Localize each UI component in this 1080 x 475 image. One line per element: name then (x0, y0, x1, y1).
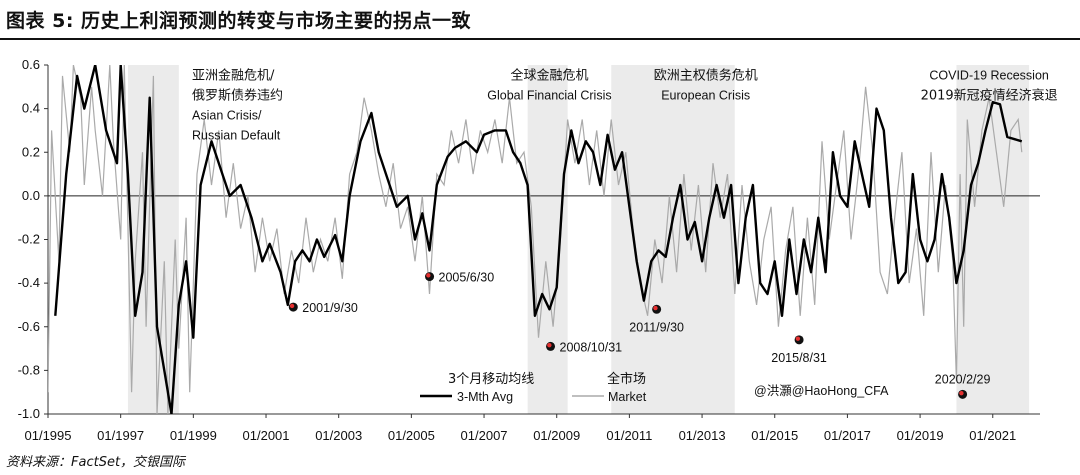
turning-point-label: 2020/2/29 (935, 372, 991, 386)
avg-line (54, 65, 1023, 414)
period-label-line: Asian Crisis/ (192, 108, 262, 122)
x-tick-label: 01/2021 (969, 428, 1016, 443)
period-label-line: 2019新冠疫情经济衰退 (921, 87, 1058, 103)
turning-points: 2001/9/30 2005/6/30 2008/10/31 2011/9/30 201… (288, 271, 991, 399)
y-tick-label: 0.0 (22, 188, 40, 203)
shaded-period-3 (956, 65, 1030, 414)
y-tick-label: -0.4 (18, 275, 40, 290)
x-tick-label: 01/1995 (25, 428, 72, 443)
period-label-line: 亚洲金融危机/ (192, 67, 275, 83)
title-rule (0, 38, 1080, 40)
turning-point-highlight (653, 305, 658, 311)
turning-point-highlight (289, 303, 295, 309)
turning-point-highlight (426, 273, 431, 278)
legend-market-cn: 全市场 (607, 371, 646, 387)
x-tick-label: 01/2017 (824, 428, 871, 443)
period-label-line: COVID-19 Recession (929, 68, 1049, 82)
period-label-line: 俄罗斯债券违约 (192, 87, 283, 103)
x-tick-label: 01/2003 (315, 428, 362, 443)
chart-title: 图表 5: 历史上利润预测的转变与市场主要的拐点一致 (6, 10, 472, 32)
line-chart: 0.6 0.4 0.2 0.0 -0.2 -0.4 -0.6 -0.8 -1.0 01/1995 0… (18, 57, 1058, 443)
y-tick-label: 0.6 (22, 57, 40, 72)
axes: 0.6 0.4 0.2 0.0 -0.2 -0.4 -0.6 -0.8 -1.0 01/1995 0… (18, 57, 1040, 443)
x-tick-label: 01/2007 (461, 428, 508, 443)
legend-market-label: Market (608, 390, 647, 404)
y-tick-label: -0.2 (18, 232, 40, 247)
x-tick-label: 01/2013 (679, 428, 726, 443)
x-tick-label: 01/2009 (533, 428, 580, 443)
y-tick-label: -1.0 (18, 406, 40, 421)
y-tick-label: 0.4 (22, 101, 40, 116)
x-tick-label: 01/2015 (751, 428, 798, 443)
period-label-line: 全球金融危机 (510, 67, 588, 83)
turning-point-label: 2011/9/30 (629, 320, 684, 334)
period-labels: 亚洲金融危机/俄罗斯债券违约 Asian Crisis/Russian Defau… (192, 67, 1058, 142)
legend-avg-label: 3-Mth Avg (457, 390, 513, 404)
x-tick-label: 01/2001 (243, 428, 290, 443)
legend: 3个月移动均线 全市场 3-Mth Avg Market @洪灝@HaoHong… (420, 371, 889, 404)
x-tick-label: 01/1997 (97, 428, 144, 443)
x-tick-label: 01/1999 (170, 428, 217, 443)
avg-series (54, 65, 1023, 414)
legend-avg-cn: 3个月移动均线 (448, 372, 534, 387)
period-label-line: Russian Default (192, 128, 281, 142)
y-tick-label: -0.8 (18, 362, 40, 377)
period-label-line: European Crisis (661, 88, 750, 102)
source-note: 资料来源：FactSet，交银国际 (6, 455, 186, 470)
turning-point-label: 2008/10/31 (560, 340, 623, 354)
period-label-line: 欧洲主权债务危机 (654, 67, 758, 83)
y-tick-label: 0.2 (22, 144, 40, 159)
y-tick-label: -0.6 (18, 319, 40, 334)
x-tick-label: 01/2005 (388, 428, 435, 443)
x-tick-label: 01/2019 (897, 428, 944, 443)
turning-point-highlight (795, 336, 801, 341)
x-tick-label: 01/2011 (606, 428, 652, 443)
turning-point-label: 2001/9/30 (302, 301, 358, 315)
turning-point-label: 2005/6/30 (439, 271, 495, 285)
turning-point-label: 2015/8/31 (771, 351, 827, 365)
period-label-line: Global Financial Crisis (487, 88, 611, 102)
turning-point-highlight (959, 390, 964, 396)
author-handle: @洪灝@HaoHong_CFA (754, 383, 889, 398)
turning-point-highlight (547, 342, 552, 348)
